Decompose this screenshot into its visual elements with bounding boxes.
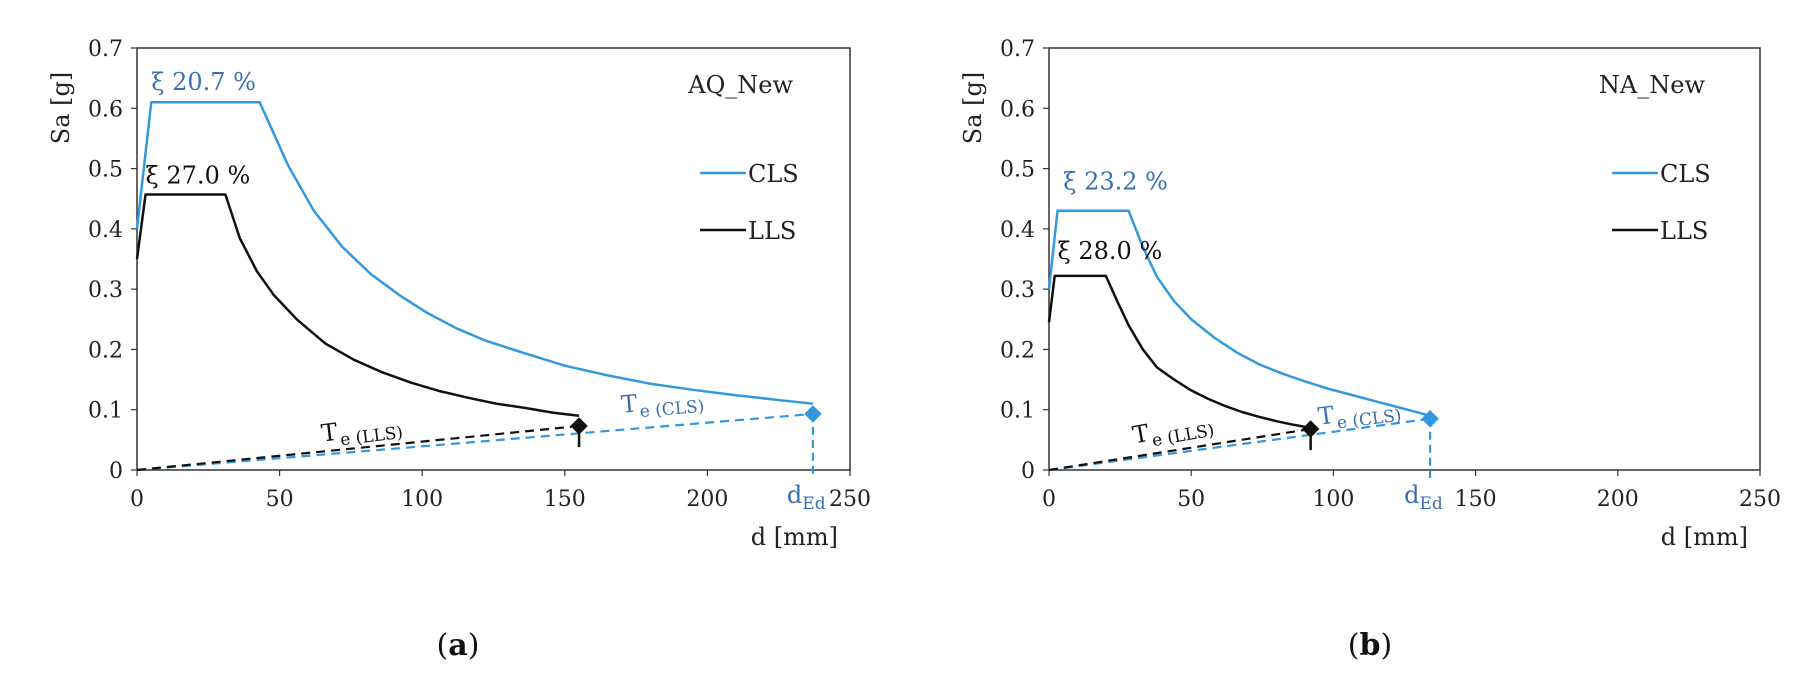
- caption-paren-close: ): [468, 628, 480, 663]
- te-label-main: T: [1316, 401, 1335, 431]
- panel-caption-a: (a): [437, 628, 480, 663]
- y-tick-label: 0.3: [1000, 278, 1035, 303]
- damping-label-lls: ξ 27.0 %: [146, 162, 251, 190]
- x-tick-label: 250: [829, 487, 871, 512]
- y-tick-label: 0: [1021, 459, 1035, 484]
- y-tick-label: 0.4: [1000, 218, 1035, 243]
- x-tick-label: 0: [130, 487, 144, 512]
- y-tick-label: 0: [109, 459, 123, 484]
- series-line-cls: [1047, 209, 1431, 417]
- legend-label-lls: LLS: [1660, 217, 1708, 245]
- y-tick-label: 0.5: [88, 158, 123, 183]
- y-axis-label: Sa [g]: [47, 72, 75, 144]
- x-tick-label: 100: [401, 487, 443, 512]
- caption-letter: b: [1360, 628, 1381, 663]
- legend-label-cls: CLS: [748, 160, 799, 188]
- y-tick-label: 0.2: [1000, 338, 1035, 363]
- te-label-sub: e (CLS): [1336, 406, 1403, 434]
- te-line-cls: [1048, 417, 1431, 472]
- caption-paren-open: (: [1348, 628, 1360, 663]
- y-tick-label: 0.3: [88, 278, 123, 303]
- legend-label-cls: CLS: [1660, 160, 1711, 188]
- te-label-main: T: [1130, 419, 1151, 449]
- te-label-lls: Te (LLS): [320, 410, 404, 453]
- te-label-lls: Te (LLS): [1130, 408, 1215, 455]
- x-tick-label: 50: [1177, 487, 1205, 512]
- x-axis-label: d [mm]: [751, 523, 838, 551]
- plot-frame: [136, 47, 851, 471]
- y-tick-label: 0.6: [1000, 97, 1035, 122]
- marker-cls: [1421, 410, 1439, 428]
- ded-label-main: d: [787, 481, 802, 509]
- marker-lls: [570, 417, 588, 435]
- chart-title: NA_New: [1599, 71, 1706, 99]
- y-tick-label: 0.6: [88, 97, 123, 122]
- te-label-sub: e (LLS): [1150, 421, 1215, 452]
- x-tick-label: 150: [544, 487, 586, 512]
- y-tick-label: 0.7: [88, 37, 123, 62]
- x-tick-label: 0: [1042, 487, 1056, 512]
- te-label-main: T: [620, 389, 638, 418]
- plot-frame: [1048, 47, 1761, 471]
- caption-paren-close: ): [1380, 628, 1392, 663]
- ded-label-sub: Ed: [802, 494, 825, 514]
- caption-letter: a: [448, 628, 467, 663]
- y-tick-label: 0.1: [1000, 399, 1035, 424]
- te-label-cls: Te (CLS): [1316, 393, 1402, 436]
- marker-cls: [804, 405, 822, 423]
- series-line-cls: [135, 101, 814, 405]
- marker-lls: [1301, 420, 1320, 438]
- x-tick-label: 100: [1312, 487, 1354, 512]
- legend-label-lls: LLS: [748, 217, 796, 245]
- te-label-sub: e (LLS): [339, 423, 404, 451]
- chart-panel-a: 0 0.1 0.2 0.3 0.4 0.5 0.6 0.7 0 50 100 150 200 250 d […: [47, 37, 871, 663]
- chart-panel-b: 0 0.1 0.2 0.3 0.4 0.5 0.6 0.7 0 50 100 150 200 250 d […: [959, 37, 1781, 663]
- y-axis-label: Sa [g]: [959, 72, 987, 144]
- x-tick-label: 250: [1739, 487, 1781, 512]
- y-tick-label: 0.7: [1000, 37, 1035, 62]
- y-tick-label: 0.1: [88, 399, 123, 424]
- ded-label-sub: Ed: [1419, 494, 1442, 514]
- ded-label: dEd: [787, 481, 826, 514]
- damping-label-cls: ξ 20.7 %: [151, 68, 256, 96]
- te-label-sub: e (CLS): [639, 397, 705, 423]
- x-tick-label: 200: [686, 487, 728, 512]
- ded-label: dEd: [1404, 481, 1443, 514]
- series-line-lls: [1047, 274, 1311, 430]
- damping-label-cls: ξ 23.2 %: [1063, 168, 1168, 196]
- te-line-cls: [136, 412, 814, 472]
- series-line-lls: [135, 193, 580, 417]
- x-tick-label: 200: [1597, 487, 1639, 512]
- y-tick-label: 0.5: [1000, 158, 1035, 183]
- caption-paren-open: (: [437, 628, 449, 663]
- chart-title: AQ_New: [687, 71, 793, 99]
- y-tick-label: 0.2: [88, 338, 123, 363]
- y-tick-label: 0.4: [88, 218, 123, 243]
- damping-label-lls: ξ 28.0 %: [1058, 237, 1163, 265]
- te-label-main: T: [320, 418, 339, 448]
- ded-label-main: d: [1404, 481, 1419, 509]
- panel-caption-b: (b): [1348, 628, 1392, 663]
- x-tick-label: 150: [1455, 487, 1497, 512]
- x-axis-label: d [mm]: [1661, 523, 1748, 551]
- x-tick-label: 50: [266, 487, 294, 512]
